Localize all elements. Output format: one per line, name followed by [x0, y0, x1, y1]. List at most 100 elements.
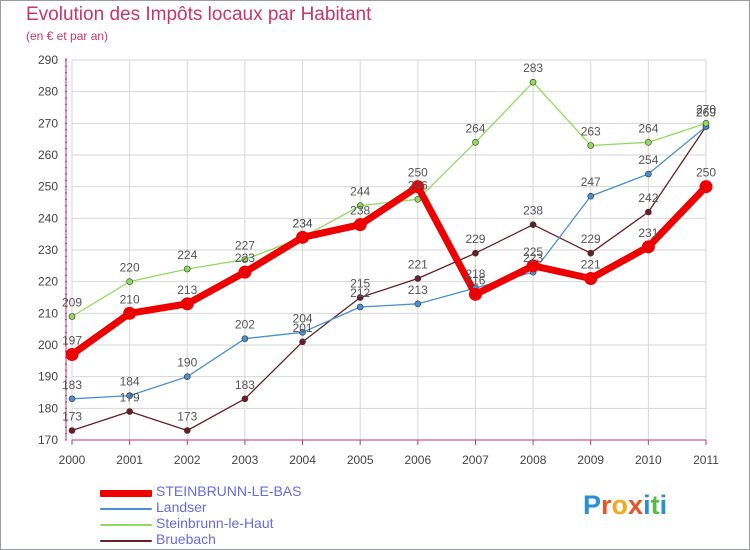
y-tick-label: 170 — [38, 433, 58, 447]
data-label-steinbrunn-le-bas: 197 — [62, 334, 82, 348]
data-point-steinbrunn-le-haut — [241, 256, 249, 263]
logo-letter: i — [643, 490, 651, 520]
proxiti-logo: Proxiti — [583, 490, 667, 521]
data-point-steinbrunn-le-bas — [526, 259, 540, 273]
x-tick-label: 2009 — [577, 453, 604, 467]
legend-label: STEINBRUNN-LE-BAS — [156, 483, 302, 499]
data-label-bruebach: 173 — [62, 410, 82, 424]
data-label-steinbrunn-le-bas: 213 — [177, 283, 197, 297]
legend-swatch — [100, 524, 152, 526]
data-label-bruebach: 238 — [523, 204, 543, 218]
data-label-steinbrunn-le-haut: 264 — [638, 121, 658, 135]
data-label-landser: 218 — [465, 267, 485, 281]
x-tick-label: 2003 — [232, 453, 259, 467]
x-tick-label: 2005 — [347, 453, 374, 467]
data-point-landser — [299, 329, 306, 336]
data-label-steinbrunn-le-haut: 264 — [465, 121, 485, 135]
logo-letter: t — [650, 490, 660, 520]
data-label-bruebach: 173 — [177, 410, 197, 424]
data-label-steinbrunn-le-haut: 224 — [177, 248, 197, 262]
x-tick-label: 2007 — [462, 453, 489, 467]
logo-letter: o — [611, 490, 629, 520]
data-point-steinbrunn-le-haut — [529, 78, 537, 86]
y-tick-label: 200 — [38, 338, 58, 352]
legend-item: Landser — [100, 499, 360, 517]
data-point-steinbrunn-le-haut — [68, 313, 76, 320]
chart-subtitle: (en € et par an) — [26, 29, 109, 43]
data-point-steinbrunn-le-bas — [699, 180, 713, 194]
data-point-steinbrunn-le-haut — [414, 196, 422, 203]
data-point-bruebach — [68, 427, 76, 434]
data-point-steinbrunn-le-bas — [411, 180, 425, 194]
data-point-steinbrunn-le-bas — [641, 240, 655, 254]
data-label-bruebach: 229 — [581, 232, 601, 246]
y-tick-label: 290 — [38, 53, 58, 67]
data-label-steinbrunn-le-bas: 225 — [523, 245, 543, 259]
legend-item: Bruebach — [100, 531, 360, 549]
data-point-landser — [587, 192, 595, 200]
data-label-steinbrunn-le-bas: 210 — [120, 292, 140, 306]
data-label-bruebach: 221 — [408, 258, 428, 272]
data-point-bruebach — [356, 294, 364, 301]
x-tick-label: 2004 — [289, 453, 316, 467]
data-point-landser — [183, 373, 191, 380]
y-tick-label: 230 — [38, 243, 58, 257]
data-label-steinbrunn-le-haut: 246 — [408, 178, 428, 192]
x-tick-label: 2006 — [404, 453, 431, 467]
data-label-steinbrunn-le-bas: 223 — [235, 251, 255, 265]
data-label-steinbrunn-le-haut: 234 — [293, 216, 313, 230]
logo-letter: x — [628, 490, 644, 520]
data-label-landser: 204 — [293, 311, 313, 325]
data-label-steinbrunn-le-bas: 250 — [696, 166, 716, 180]
x-tick-label: 2010 — [635, 453, 662, 467]
data-point-steinbrunn-le-bas — [238, 265, 252, 279]
data-point-steinbrunn-le-haut — [126, 278, 133, 285]
data-label-bruebach: 201 — [293, 321, 313, 335]
data-point-landser — [241, 335, 249, 342]
x-tick-label: 2011 — [693, 453, 719, 467]
y-tick-label: 190 — [38, 370, 58, 384]
x-tick-label: 2001 — [116, 453, 143, 467]
data-label-steinbrunn-le-haut: 244 — [350, 185, 370, 199]
x-tick-label: 2008 — [520, 453, 547, 467]
data-label-landser: 184 — [120, 375, 140, 389]
data-label-bruebach: 242 — [638, 191, 658, 205]
data-point-bruebach — [241, 395, 249, 403]
legend-label: Landser — [156, 499, 207, 515]
data-point-bruebach — [183, 427, 191, 434]
y-tick-label: 270 — [38, 116, 58, 130]
legend-swatch — [100, 508, 152, 510]
data-point-bruebach — [299, 338, 306, 346]
logo-letter: P — [583, 490, 602, 520]
data-point-steinbrunn-le-haut — [356, 202, 364, 209]
data-point-steinbrunn-le-bas — [468, 287, 482, 301]
data-point-steinbrunn-le-haut — [472, 139, 479, 146]
data-point-steinbrunn-le-haut — [183, 265, 191, 273]
series-line-steinbrunn-le-bas — [69, 183, 709, 358]
data-point-bruebach — [126, 408, 133, 415]
data-label-landser: 223 — [523, 251, 543, 265]
data-label-steinbrunn-le-bas: 216 — [465, 273, 485, 287]
logo-letter: i — [659, 490, 668, 520]
data-point-bruebach — [414, 275, 422, 282]
data-label-bruebach: 215 — [350, 277, 370, 291]
data-point-steinbrunn-le-bas — [180, 297, 194, 311]
data-label-steinbrunn-le-haut: 283 — [523, 61, 543, 75]
x-tick-label: 2000 — [59, 453, 86, 467]
data-label-landser: 269 — [696, 106, 716, 120]
data-label-steinbrunn-le-bas: 221 — [581, 258, 601, 272]
data-label-steinbrunn-le-haut: 227 — [235, 239, 255, 253]
y-tick-label: 220 — [38, 275, 58, 289]
logo-letter: r — [601, 490, 612, 520]
data-label-landser: 213 — [408, 283, 428, 297]
data-point-steinbrunn-le-bas — [123, 306, 137, 320]
data-point-steinbrunn-le-haut — [702, 120, 710, 127]
data-label-bruebach: 269 — [696, 106, 716, 120]
y-tick-label: 180 — [38, 401, 58, 415]
data-label-steinbrunn-le-bas: 250 — [408, 166, 428, 180]
data-point-steinbrunn-le-bas — [65, 348, 79, 361]
chart-title: Evolution des Impôts locaux par Habitant — [26, 4, 372, 25]
y-tick-label: 210 — [38, 306, 58, 320]
data-point-steinbrunn-le-bas — [353, 218, 367, 232]
data-label-steinbrunn-le-haut: 263 — [581, 125, 601, 139]
